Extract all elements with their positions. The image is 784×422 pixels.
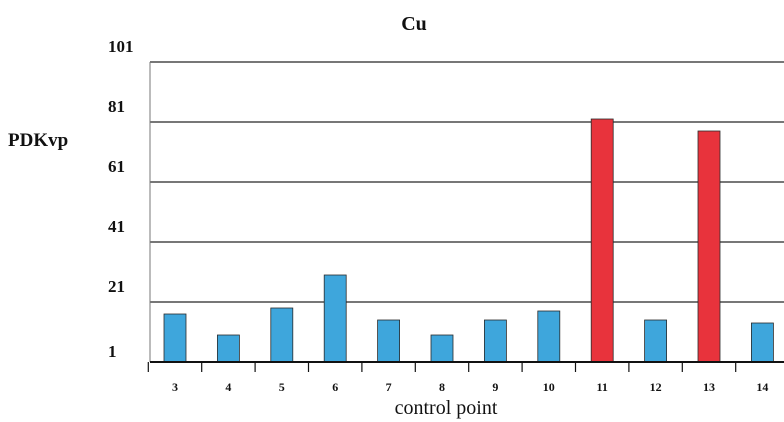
gridlines [149,61,784,362]
x-tick-label: 5 [279,380,285,394]
y-tick-labels: 1 21 41 61 81 101 [108,37,134,361]
x-tick-label: 8 [439,380,445,394]
y-tick-label: 1 [108,342,117,361]
bar [323,274,347,363]
x-tick-label: 9 [492,380,498,394]
x-tick-label: 14 [756,380,768,394]
bar [216,334,240,363]
bar [644,319,667,363]
y-tick-label: 41 [108,217,125,236]
bar [430,334,454,363]
bar [377,319,401,363]
bar [590,118,614,363]
bar [483,319,507,363]
bar [270,307,294,363]
x-tick-label: 10 [543,380,555,394]
x-tick-label: 6 [332,380,338,394]
y-tick-label: 21 [108,277,125,296]
bars [163,118,774,363]
bar [697,130,721,363]
y-tick-label: 101 [108,37,134,56]
x-tick-label: 11 [597,380,608,394]
x-tick-labels: 3 4 5 6 7 8 9 10 11 12 13 14 [172,380,768,394]
x-tick-label: 4 [225,380,231,394]
y-axis-label: PDKvp [8,130,68,151]
x-tick-label: 7 [386,380,392,394]
bar [163,313,187,363]
x-axis [147,361,784,372]
bar [751,322,774,363]
x-axis-label: control point [395,397,498,419]
x-tick-label: 3 [172,380,178,394]
y-tick-label: 61 [108,157,125,176]
x-tick-label: 12 [650,380,662,394]
bar [537,310,561,363]
chart-title: Cu [401,13,427,35]
y-tick-label: 81 [108,97,125,116]
x-tick-label: 13 [703,380,715,394]
